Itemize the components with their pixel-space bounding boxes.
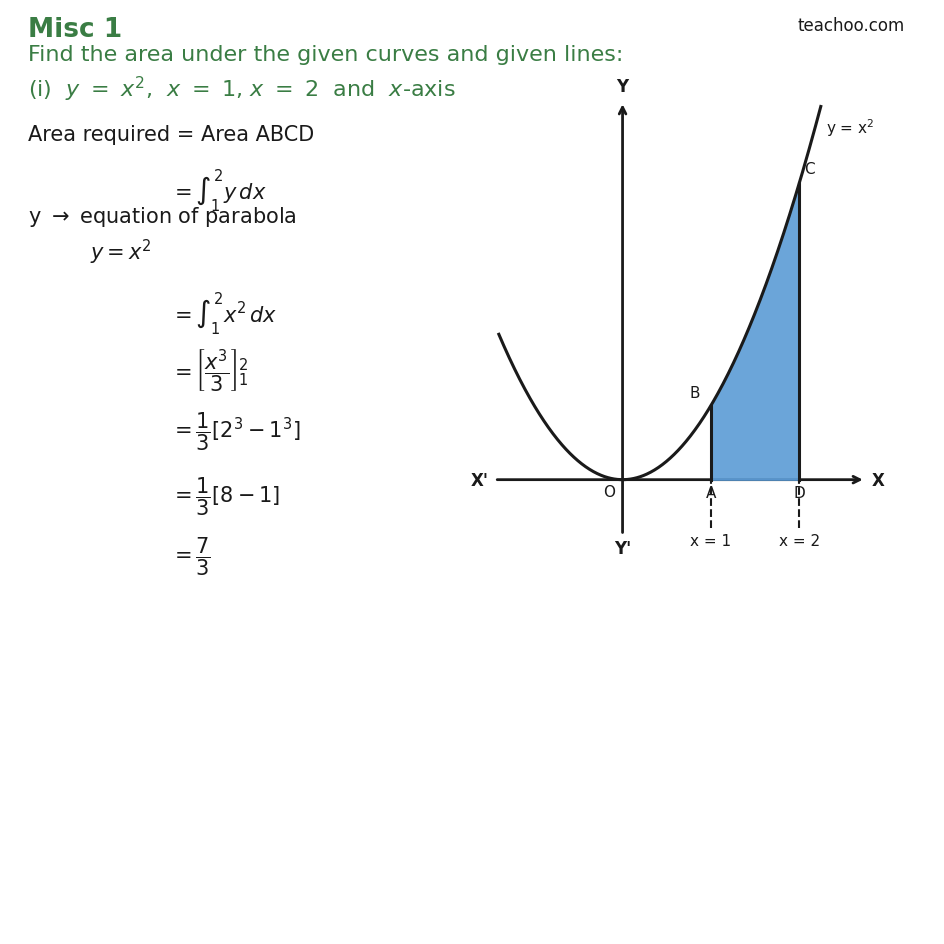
Text: $= \dfrac{1}{3}\left[2^3 - 1^3\right]$: $= \dfrac{1}{3}\left[2^3 - 1^3\right]$ [170,410,300,452]
Text: $= \int_1^2 y\, dx$: $= \int_1^2 y\, dx$ [170,167,266,213]
Text: teachoo.com: teachoo.com [797,17,904,35]
Text: x = 1: x = 1 [690,533,731,548]
Text: C: C [803,161,815,177]
Text: X': X' [470,471,488,489]
Text: Misc 1: Misc 1 [28,17,122,43]
Text: Y': Y' [614,539,631,557]
Text: Area required = Area ABCD: Area required = Area ABCD [28,125,314,144]
Text: A: A [705,485,716,500]
Text: X: X [871,471,884,489]
Text: B: B [689,385,700,400]
Text: $= \int_1^2 x^2\, dx$: $= \int_1^2 x^2\, dx$ [170,290,278,336]
Text: $= \dfrac{1}{3}\left[8 - 1\right]$: $= \dfrac{1}{3}\left[8 - 1\right]$ [170,475,280,517]
Text: Y: Y [615,78,628,96]
Text: Find the area under the given curves and given lines:: Find the area under the given curves and… [28,45,623,65]
Text: O: O [603,484,615,499]
Text: $= \left[\dfrac{x^3}{3}\right]_1^2$: $= \left[\dfrac{x^3}{3}\right]_1^2$ [170,346,248,395]
Text: y = x$^2$: y = x$^2$ [825,117,873,139]
Text: D: D [793,485,804,500]
Text: y $\rightarrow$ equation of parabola: y $\rightarrow$ equation of parabola [28,205,296,228]
Text: x = 2: x = 2 [778,533,819,548]
Text: $y = x^2$: $y = x^2$ [90,238,152,267]
Text: (i)  $y\ =\ x^2$,  $x\ =\ 1$, $x\ =\ 2$  and  $x$-axis: (i) $y\ =\ x^2$, $x\ =\ 1$, $x\ =\ 2$ an… [28,75,455,104]
Text: $= \dfrac{7}{3}$: $= \dfrac{7}{3}$ [170,534,211,577]
